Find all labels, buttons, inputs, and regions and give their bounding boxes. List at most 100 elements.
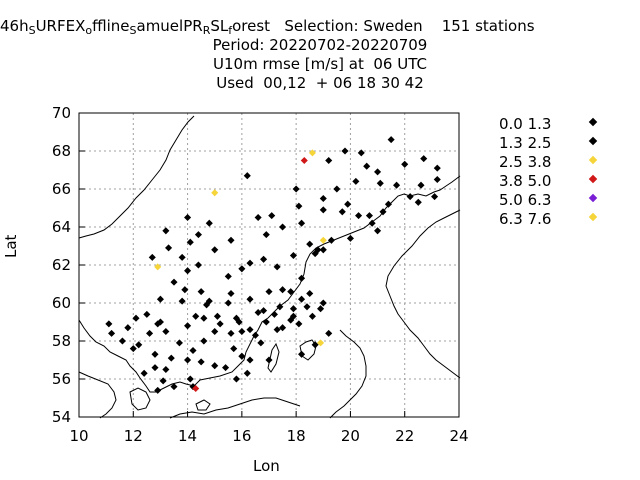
x-tick-label: 18 — [287, 427, 306, 445]
station-marker — [227, 289, 235, 298]
station-marker — [279, 324, 287, 332]
coastline-finland — [385, 209, 461, 379]
station-marker — [311, 341, 319, 349]
station-marker — [265, 288, 273, 296]
station-marker — [251, 331, 259, 339]
selection-label: Selection: Sweden — [284, 17, 423, 35]
station-marker — [143, 310, 151, 318]
station-marker — [192, 384, 200, 393]
station-marker — [170, 383, 178, 391]
station-marker — [108, 329, 116, 337]
y-axis-label: Lat — [2, 234, 20, 258]
used-text: Used 00,12 + 06 18 30 42 — [216, 74, 424, 92]
station-marker — [319, 299, 327, 307]
station-marker — [292, 185, 300, 193]
station-marker — [317, 339, 325, 347]
station-marker — [197, 358, 205, 366]
station-marker — [357, 149, 365, 157]
legend-item: 3.8 5.0 — [499, 172, 609, 190]
station-marker — [341, 147, 349, 155]
station-marker — [165, 244, 173, 252]
station-marker — [420, 155, 428, 163]
station-marker — [314, 246, 322, 254]
station-marker — [393, 181, 401, 189]
station-marker — [227, 236, 235, 244]
station-marker — [178, 297, 186, 305]
station-marker — [344, 200, 352, 208]
station-marker — [325, 329, 333, 337]
station-marker — [270, 310, 278, 318]
station-marker — [338, 208, 346, 216]
station-marker — [401, 160, 409, 168]
station-marker — [406, 193, 414, 201]
station-marker — [246, 259, 254, 267]
station-marker — [230, 345, 238, 353]
station-marker — [227, 329, 235, 337]
station-marker — [162, 227, 170, 235]
period-text: Period: 20220702-20220709 — [212, 36, 428, 54]
station-marker — [298, 350, 306, 358]
station-marker — [184, 356, 192, 364]
station-marker — [414, 198, 422, 206]
station-marker — [205, 219, 213, 227]
station-marker — [156, 318, 164, 326]
y-tick-label: 58 — [52, 332, 71, 350]
station-marker — [146, 329, 154, 337]
station-marker — [327, 236, 335, 244]
station-marker — [374, 227, 382, 235]
station-marker — [105, 320, 113, 328]
title-line-1: 46hSURFEXofflineSamuelPRRSLforest Select… — [0, 17, 535, 38]
station-marker — [224, 299, 232, 307]
coastline-zealand — [129, 387, 151, 411]
station-marker — [181, 286, 189, 294]
legend-item: 5.0 6.3 — [499, 191, 609, 209]
station-marker — [222, 364, 230, 372]
station-marker — [300, 156, 308, 165]
station-points — [105, 136, 441, 394]
station-marker — [273, 326, 281, 334]
station-marker — [306, 289, 314, 298]
y-tick-label: 56 — [52, 370, 71, 388]
x-tick-label: 24 — [449, 427, 468, 445]
station-marker — [211, 189, 219, 197]
station-marker — [431, 193, 439, 201]
station-marker — [178, 253, 186, 261]
station-marker — [363, 162, 371, 170]
station-marker — [279, 286, 287, 294]
station-marker — [205, 297, 213, 305]
station-marker — [317, 305, 325, 313]
station-marker — [417, 181, 425, 189]
legend-item-label: 5.0 6.3 — [499, 191, 552, 209]
station-marker — [295, 320, 303, 328]
station-marker — [355, 212, 363, 220]
coastline-poland — [169, 397, 301, 419]
station-marker — [211, 362, 219, 370]
legend-item: 2.5 3.8 — [499, 153, 609, 171]
station-marker — [118, 337, 126, 345]
coastline-scandinavia — [78, 175, 461, 393]
stations-count: 151 stations — [441, 17, 535, 35]
station-marker — [368, 219, 376, 227]
station-marker — [246, 356, 254, 364]
legend-item: 1.3 2.5 — [499, 134, 609, 152]
station-marker — [135, 341, 143, 349]
legend-item: 6.3 7.6 — [499, 210, 609, 228]
station-marker — [319, 194, 327, 203]
legend-marker — [588, 212, 598, 222]
station-marker — [257, 339, 265, 347]
station-marker — [268, 212, 276, 220]
x-tick-label: 16 — [232, 427, 251, 445]
station-marker — [319, 236, 327, 244]
station-marker — [184, 267, 192, 275]
x-tick-label: 10 — [69, 427, 88, 445]
station-marker — [184, 213, 192, 222]
station-marker — [254, 308, 262, 317]
legend-marker — [588, 174, 598, 184]
station-marker — [273, 263, 281, 271]
station-marker — [384, 200, 392, 208]
station-marker — [387, 136, 395, 144]
station-marker — [303, 303, 311, 311]
legend-item-label: 2.5 3.8 — [499, 153, 552, 171]
station-marker — [159, 377, 167, 385]
legend-item-label: 3.8 5.0 — [499, 172, 552, 190]
